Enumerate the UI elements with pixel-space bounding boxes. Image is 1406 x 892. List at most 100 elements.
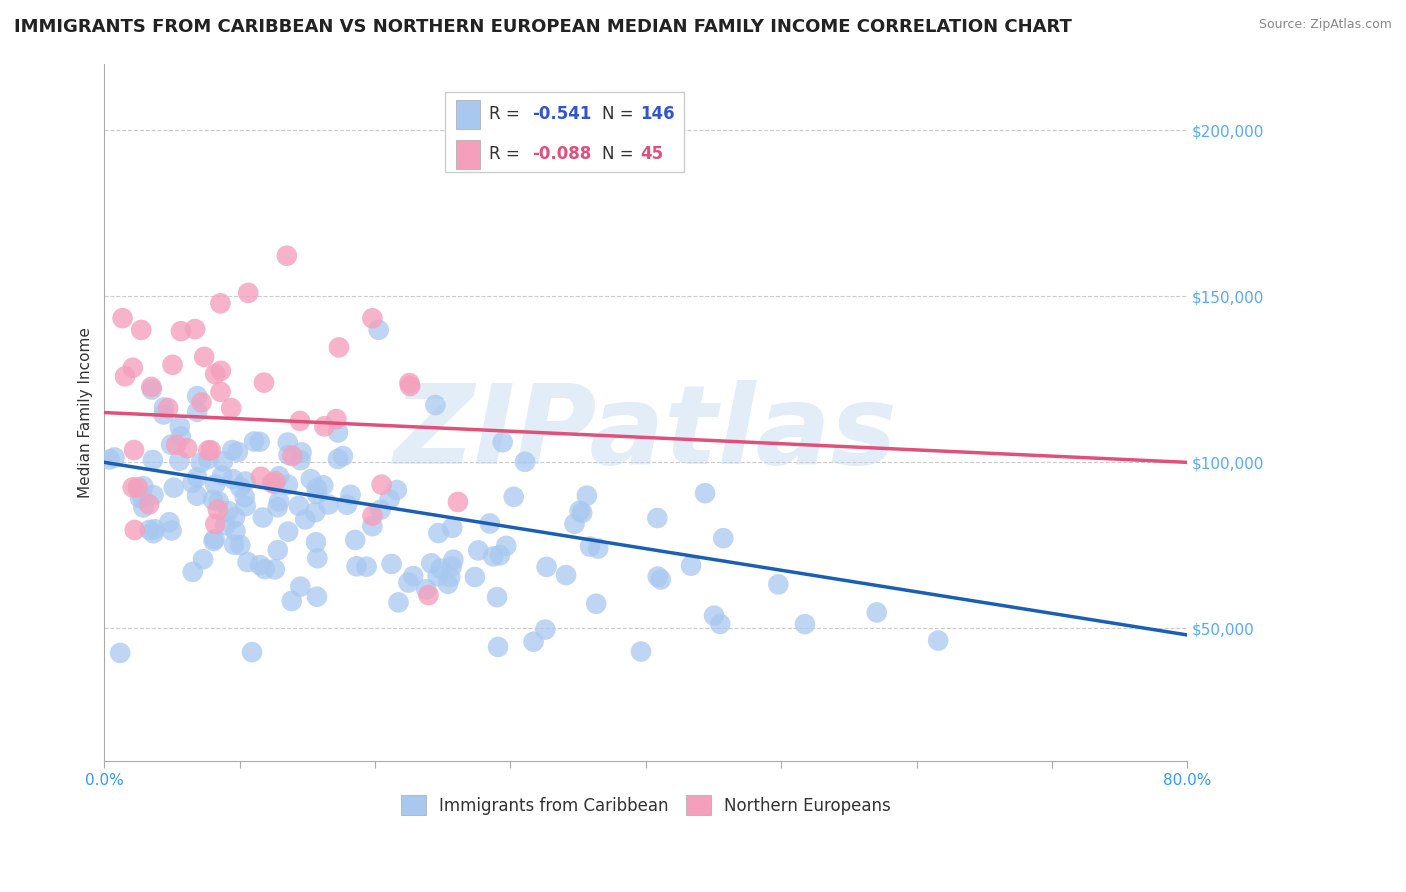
Point [630, 644, 652, 658]
Point [415, 582, 437, 597]
Text: Source: ZipAtlas.com: Source: ZipAtlas.com [1258, 18, 1392, 31]
Point [281, 449, 304, 463]
Point [447, 495, 470, 509]
Point [262, 476, 284, 491]
Point [209, 364, 232, 378]
Point [305, 482, 328, 496]
Point [328, 340, 350, 354]
Text: -0.088: -0.088 [531, 145, 592, 163]
Point [184, 322, 207, 336]
Point [132, 479, 155, 493]
Point [138, 497, 160, 511]
Point [305, 487, 328, 501]
Point [325, 412, 347, 426]
Point [396, 575, 419, 590]
Point [579, 540, 602, 554]
Point [492, 435, 515, 450]
Point [162, 358, 184, 372]
Point [127, 480, 149, 494]
Point [585, 597, 607, 611]
Text: -0.541: -0.541 [531, 105, 592, 123]
Point [132, 500, 155, 515]
Point [157, 401, 180, 415]
Point [224, 524, 246, 538]
Point [103, 450, 125, 465]
Point [361, 519, 384, 533]
Point [387, 595, 409, 609]
Point [235, 475, 257, 489]
Point [250, 470, 273, 484]
Text: 146: 146 [640, 105, 675, 123]
Point [197, 443, 219, 458]
Point [927, 633, 949, 648]
Point [299, 472, 322, 486]
Point [263, 562, 285, 576]
Point [711, 531, 734, 545]
Point [536, 560, 558, 574]
Point [290, 580, 312, 594]
Point [418, 588, 440, 602]
Point [318, 498, 340, 512]
Point [219, 401, 242, 416]
Point [169, 454, 191, 468]
Point [202, 534, 225, 549]
Point [336, 498, 359, 512]
Point [249, 434, 271, 449]
Point [370, 477, 392, 491]
Point [482, 549, 505, 564]
Point [276, 249, 298, 263]
Legend: Immigrants from Caribbean, Northern Europeans: Immigrants from Caribbean, Northern Euro… [401, 795, 890, 815]
Point [190, 395, 212, 409]
Point [111, 311, 134, 326]
Point [142, 488, 165, 502]
Point [356, 559, 378, 574]
Point [312, 478, 335, 492]
Point [650, 573, 672, 587]
Point [402, 569, 425, 583]
Point [181, 565, 204, 579]
Point [277, 448, 299, 462]
Point [440, 559, 463, 574]
Point [152, 408, 174, 422]
Point [143, 522, 166, 536]
Point [211, 468, 233, 483]
Point [307, 551, 329, 566]
Point [209, 296, 232, 310]
Point [555, 568, 578, 582]
Point [291, 445, 314, 459]
FancyBboxPatch shape [457, 100, 479, 129]
Point [186, 489, 208, 503]
Point [346, 559, 368, 574]
Point [108, 646, 131, 660]
Point [204, 367, 226, 381]
Point [304, 505, 326, 519]
Point [229, 538, 252, 552]
Point [534, 623, 557, 637]
Point [153, 401, 176, 415]
Point [441, 552, 464, 566]
Point [190, 456, 212, 470]
Point [277, 477, 299, 491]
Point [344, 533, 367, 547]
Point [427, 526, 450, 541]
Point [253, 562, 276, 576]
Point [131, 490, 153, 504]
Point [141, 380, 163, 394]
Point [513, 455, 536, 469]
Point [249, 558, 271, 573]
Point [564, 516, 586, 531]
Point [478, 516, 501, 531]
Point [464, 570, 486, 584]
Point [571, 506, 593, 520]
Point [264, 475, 287, 489]
Point [647, 511, 669, 525]
Point [163, 481, 186, 495]
Point [575, 489, 598, 503]
Point [209, 384, 232, 399]
Point [157, 515, 180, 529]
Point [768, 577, 790, 591]
Point [489, 548, 512, 562]
Point [160, 524, 183, 538]
Text: N =: N = [603, 105, 640, 123]
Point [467, 543, 489, 558]
